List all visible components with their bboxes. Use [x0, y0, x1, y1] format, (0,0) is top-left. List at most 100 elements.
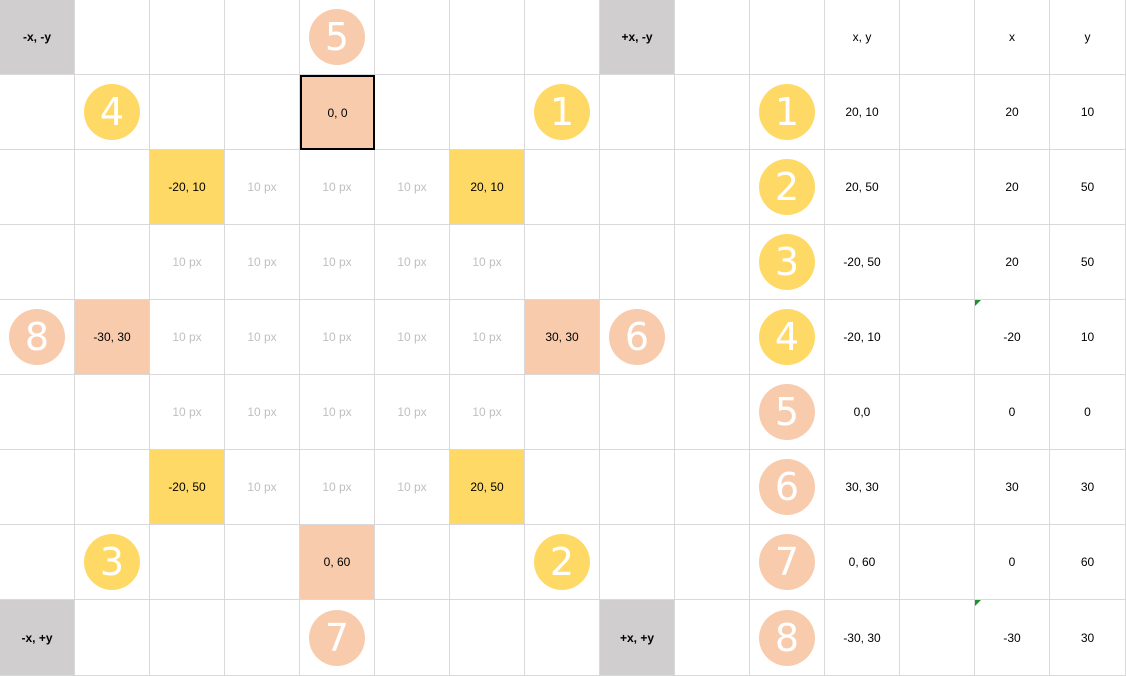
grid-cell[interactable]: -20, 10	[825, 300, 900, 375]
grid-cell[interactable]: 4	[750, 300, 825, 375]
grid-cell[interactable]	[375, 0, 450, 75]
grid-cell[interactable]	[675, 375, 750, 450]
grid-cell[interactable]: 0	[975, 375, 1050, 450]
grid-cell[interactable]: 10 px	[150, 375, 225, 450]
grid-cell[interactable]: x, y	[825, 0, 900, 75]
grid-cell[interactable]	[600, 375, 675, 450]
grid-cell[interactable]: -20, 50	[150, 450, 225, 525]
grid-cell[interactable]: 5	[750, 375, 825, 450]
grid-cell[interactable]: 0, 60	[300, 525, 375, 600]
grid-cell[interactable]	[600, 225, 675, 300]
grid-cell[interactable]	[675, 0, 750, 75]
grid-cell[interactable]	[225, 600, 300, 676]
grid-cell[interactable]	[0, 375, 75, 450]
grid-cell[interactable]: 10 px	[225, 300, 300, 375]
grid-cell[interactable]: 10 px	[375, 225, 450, 300]
grid-cell[interactable]	[0, 525, 75, 600]
grid-cell[interactable]: 10 px	[225, 450, 300, 525]
grid-cell[interactable]: +x, +y	[600, 600, 675, 676]
grid-cell[interactable]: -20, 10	[150, 150, 225, 225]
grid-cell[interactable]	[600, 450, 675, 525]
grid-cell[interactable]: 6	[600, 300, 675, 375]
grid-cell[interactable]	[75, 600, 150, 676]
grid-cell[interactable]: 1	[750, 75, 825, 150]
grid-cell[interactable]: 10 px	[450, 300, 525, 375]
grid-cell[interactable]: 50	[1050, 150, 1126, 225]
grid-cell[interactable]: 10 px	[375, 450, 450, 525]
grid-cell[interactable]	[900, 450, 975, 525]
grid-cell[interactable]: -30, 30	[75, 300, 150, 375]
grid-cell[interactable]: 10 px	[375, 150, 450, 225]
grid-cell[interactable]	[525, 150, 600, 225]
grid-cell[interactable]: 0, 60	[825, 525, 900, 600]
grid-cell[interactable]: 30, 30	[525, 300, 600, 375]
grid-cell[interactable]	[150, 525, 225, 600]
grid-cell[interactable]	[450, 75, 525, 150]
grid-cell[interactable]: 10 px	[225, 225, 300, 300]
grid-cell[interactable]	[675, 75, 750, 150]
grid-cell[interactable]: y	[1050, 0, 1126, 75]
grid-cell[interactable]: 20	[975, 75, 1050, 150]
grid-cell[interactable]: 20, 10	[450, 150, 525, 225]
grid-cell[interactable]	[0, 75, 75, 150]
grid-cell[interactable]	[450, 0, 525, 75]
grid-cell[interactable]: 2	[525, 525, 600, 600]
grid-cell[interactable]	[900, 525, 975, 600]
grid-cell[interactable]	[0, 150, 75, 225]
grid-cell[interactable]: 2	[750, 150, 825, 225]
grid-cell[interactable]	[375, 75, 450, 150]
grid-cell[interactable]	[675, 225, 750, 300]
grid-cell[interactable]: 10	[1050, 75, 1126, 150]
grid-cell[interactable]	[900, 600, 975, 676]
grid-cell[interactable]	[150, 600, 225, 676]
grid-cell[interactable]: +x, -y	[600, 0, 675, 75]
grid-cell[interactable]	[225, 0, 300, 75]
grid-cell[interactable]: 10 px	[300, 375, 375, 450]
grid-cell[interactable]	[225, 75, 300, 150]
grid-cell[interactable]: 10 px	[375, 300, 450, 375]
grid-cell[interactable]	[675, 600, 750, 676]
grid-cell[interactable]: -30, 30	[825, 600, 900, 676]
grid-cell[interactable]: 3	[75, 525, 150, 600]
grid-cell[interactable]: -30	[975, 600, 1050, 676]
grid-cell[interactable]: 20, 50	[450, 450, 525, 525]
grid-cell[interactable]: 8	[750, 600, 825, 676]
grid-cell[interactable]	[75, 0, 150, 75]
grid-cell[interactable]	[675, 300, 750, 375]
grid-cell[interactable]	[75, 450, 150, 525]
grid-cell[interactable]	[675, 450, 750, 525]
grid-cell[interactable]: 10	[1050, 300, 1126, 375]
grid-cell[interactable]: 10 px	[450, 225, 525, 300]
grid-cell[interactable]	[900, 150, 975, 225]
grid-cell[interactable]	[675, 525, 750, 600]
grid-cell[interactable]	[75, 150, 150, 225]
grid-cell[interactable]: 20, 50	[825, 150, 900, 225]
grid-cell[interactable]: 10 px	[225, 150, 300, 225]
grid-cell[interactable]: 10 px	[300, 225, 375, 300]
grid-cell[interactable]	[600, 75, 675, 150]
grid-cell[interactable]: -x, +y	[0, 600, 75, 676]
grid-cell[interactable]: 7	[300, 600, 375, 676]
grid-cell[interactable]: 10 px	[150, 300, 225, 375]
grid-cell[interactable]	[450, 525, 525, 600]
grid-cell[interactable]	[75, 225, 150, 300]
grid-cell[interactable]	[150, 75, 225, 150]
grid-cell[interactable]: 1	[525, 75, 600, 150]
grid-cell[interactable]: 10 px	[300, 150, 375, 225]
grid-cell[interactable]	[150, 0, 225, 75]
grid-cell[interactable]	[900, 300, 975, 375]
grid-cell[interactable]: -20, 50	[825, 225, 900, 300]
grid-cell[interactable]: 8	[0, 300, 75, 375]
grid-cell[interactable]	[525, 0, 600, 75]
grid-cell[interactable]	[450, 600, 525, 676]
grid-cell[interactable]	[75, 375, 150, 450]
grid-cell[interactable]: 20, 10	[825, 75, 900, 150]
grid-cell[interactable]	[600, 150, 675, 225]
grid-cell[interactable]: x	[975, 0, 1050, 75]
grid-cell[interactable]: 3	[750, 225, 825, 300]
selected-cell[interactable]: 0, 0	[300, 75, 375, 150]
grid-cell[interactable]: 0,0	[825, 375, 900, 450]
grid-cell[interactable]	[375, 600, 450, 676]
grid-cell[interactable]: 6	[750, 450, 825, 525]
grid-cell[interactable]: 0	[1050, 375, 1126, 450]
